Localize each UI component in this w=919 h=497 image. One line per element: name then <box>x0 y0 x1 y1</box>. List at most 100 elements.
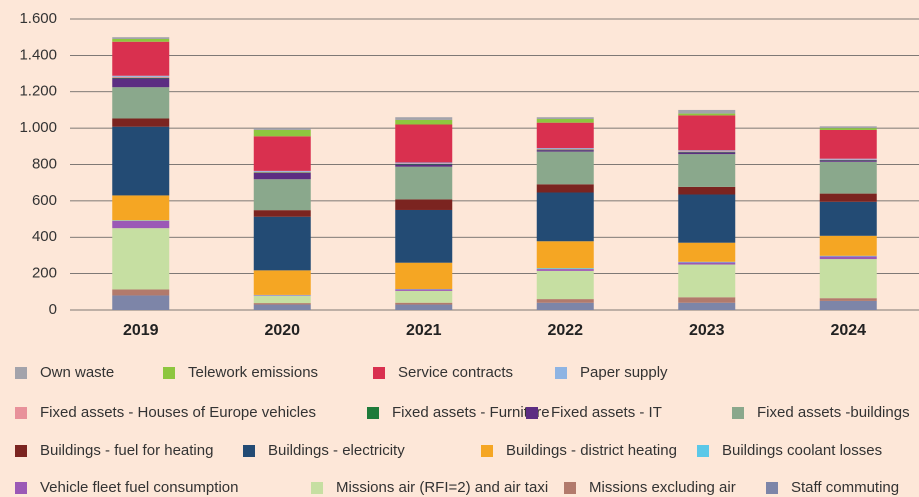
bar-segment <box>678 262 736 265</box>
bar-segment <box>395 164 453 167</box>
bar-segment <box>112 228 170 290</box>
bar-segment <box>536 270 594 300</box>
bar-segment <box>112 118 170 127</box>
bar-segment <box>819 128 877 130</box>
bar-segment <box>395 290 453 303</box>
bar-segment <box>678 150 736 152</box>
bar-segment <box>253 170 311 172</box>
bar-segment <box>395 209 453 263</box>
bar-segment <box>819 201 877 236</box>
bar-segment <box>678 186 736 195</box>
legend-swatch <box>243 445 255 457</box>
bar-segment <box>112 126 170 196</box>
x-tick-label: 2023 <box>689 322 725 339</box>
bar-segment <box>112 295 170 310</box>
bar-segment <box>819 259 877 299</box>
bar-segment <box>819 298 877 301</box>
bar-segment <box>395 289 453 291</box>
bar-segment <box>112 78 170 88</box>
bar-segment <box>253 303 311 305</box>
bar-segment <box>678 151 736 152</box>
bar-segment <box>536 119 594 123</box>
bar-segment <box>395 302 453 305</box>
bar-segment <box>253 136 311 171</box>
bar-segment <box>395 163 453 164</box>
bar-segment <box>536 150 594 152</box>
bar-segment <box>819 193 877 202</box>
legend-label: Buildings coolant losses <box>722 442 882 459</box>
bar-segment <box>395 124 453 163</box>
bar-segment <box>253 270 311 295</box>
bar-segment <box>395 199 453 210</box>
y-tick-label: 1.200 <box>19 83 57 100</box>
y-tick-label: 1.000 <box>19 119 57 136</box>
bar-segment <box>395 163 453 165</box>
legend-label: Missions air (RFI=2) and air taxi <box>336 479 548 496</box>
legend-label: Fixed assets -buildings <box>757 404 910 421</box>
bar-segment <box>678 194 736 243</box>
legend-swatch <box>766 482 778 494</box>
legend-label: Fixed assets - Houses of Europe vehicles <box>40 404 316 421</box>
x-tick-label: 2021 <box>406 322 442 339</box>
bar-segment <box>395 119 453 125</box>
legend-label: Service contracts <box>398 364 513 381</box>
legend-swatch <box>15 407 27 419</box>
legend-label: Own waste <box>40 364 114 381</box>
legend-swatch <box>564 482 576 494</box>
bar-segment <box>112 76 170 78</box>
bar-segment <box>536 268 594 270</box>
legend-swatch <box>15 482 27 494</box>
y-tick-label: 1.400 <box>19 46 57 63</box>
bar-segment <box>536 269 594 271</box>
bar-segment <box>253 172 311 180</box>
bar-segment <box>112 75 170 77</box>
y-tick-label: 600 <box>32 192 57 209</box>
bar-segment <box>678 151 736 153</box>
legend-label: Vehicle fleet fuel consumption <box>40 479 238 496</box>
bar-segment <box>678 152 736 155</box>
bar-segment <box>253 129 311 137</box>
bar-segment <box>395 304 453 310</box>
bar-segment <box>395 162 453 164</box>
bar-segment <box>819 255 877 257</box>
legend-swatch <box>526 407 538 419</box>
bar-segment <box>678 261 736 263</box>
bar-segment <box>536 299 594 303</box>
bar-segment <box>678 115 736 151</box>
bar-segment <box>253 172 311 173</box>
bar-segment <box>395 117 453 120</box>
bar-segment <box>395 262 453 290</box>
bar-segment <box>253 128 311 130</box>
legend-label: Buildings - electricity <box>268 442 405 459</box>
bar-segment <box>112 220 170 229</box>
bar-segment <box>678 264 736 298</box>
legend-label: Fixed assets - Furniture <box>392 404 550 421</box>
legend-label: Fixed assets - IT <box>551 404 662 421</box>
y-tick-label: 1.600 <box>19 10 57 27</box>
bar-segment <box>112 289 170 296</box>
bar-segment <box>395 166 453 200</box>
legend-label: Buildings - fuel for heating <box>40 442 213 459</box>
legend-label: Missions excluding air <box>589 479 736 496</box>
bar-segment <box>253 295 311 296</box>
legend-swatch <box>367 407 379 419</box>
legend-label: Paper supply <box>580 364 668 381</box>
bar-segment <box>253 216 311 271</box>
bar-segment <box>678 154 736 187</box>
bar-segment <box>536 151 594 185</box>
legend-swatch <box>697 445 709 457</box>
x-tick-label: 2020 <box>264 322 300 339</box>
legend-swatch <box>373 367 385 379</box>
bar-segment <box>536 192 594 242</box>
bar-segment <box>112 39 170 42</box>
x-tick-label: 2024 <box>830 322 866 339</box>
bar-segment <box>112 220 170 221</box>
bar-segment <box>819 161 877 194</box>
bar-segment <box>536 117 594 120</box>
bar-segment <box>678 297 736 303</box>
y-tick-label: 200 <box>32 265 57 282</box>
legend-swatch <box>163 367 175 379</box>
bar-segment <box>536 149 594 150</box>
bar-segment <box>253 179 311 211</box>
bar-segment <box>536 149 594 151</box>
